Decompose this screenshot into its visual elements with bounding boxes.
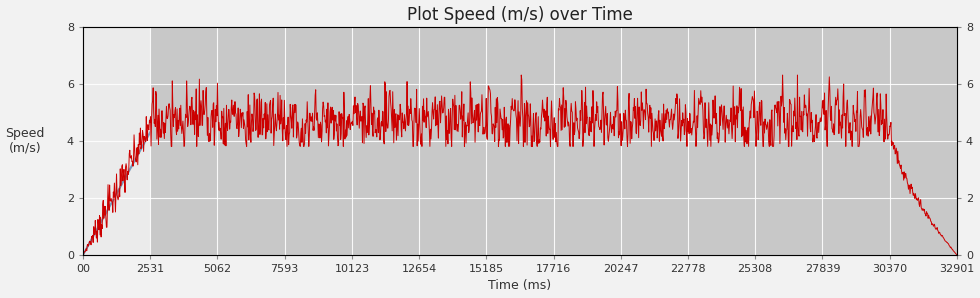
Bar xyxy=(83,27,150,255)
Title: Plot Speed (m/s) over Time: Plot Speed (m/s) over Time xyxy=(407,6,633,24)
Y-axis label: Speed
(m/s): Speed (m/s) xyxy=(6,127,45,155)
X-axis label: Time (ms): Time (ms) xyxy=(488,280,552,292)
